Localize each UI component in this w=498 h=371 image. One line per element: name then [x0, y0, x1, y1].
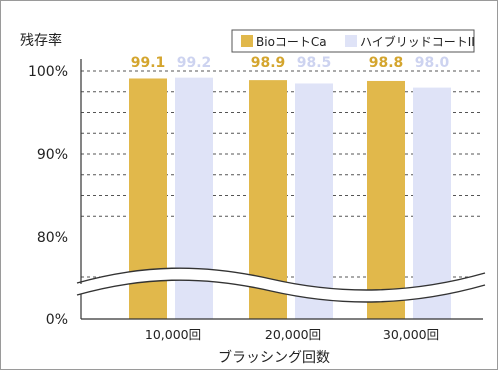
x-tick-labels: 10,000回 20,000回 30,000回 [145, 327, 439, 342]
bar-hybrid-coat-ii-3 [413, 87, 451, 319]
y-tick-label: 90% [37, 147, 68, 163]
y-tick-labels: 100% 90% 80% 0% [28, 64, 68, 328]
data-labels: 99.1 98.9 98.8 99.2 98.5 98.0 [131, 55, 450, 71]
y-tick-label: 80% [37, 230, 68, 246]
data-label: 98.5 [297, 55, 332, 71]
legend-label: BioコートCa [256, 35, 327, 49]
data-label: 99.1 [131, 55, 166, 71]
axis-break-band [77, 268, 485, 302]
bar-hybrid-coat-ii-2 [295, 83, 333, 319]
y-tick-label: 0% [46, 312, 68, 328]
axis-break-line-upper [76, 267, 486, 291]
legend-swatch [345, 35, 357, 47]
data-label: 98.8 [369, 55, 404, 71]
bar-bio-coat-ca-3 [367, 80, 405, 320]
y-tick-label: 100% [28, 64, 68, 80]
y-axis-label: 残存率 [20, 32, 62, 49]
axes [80, 59, 483, 320]
axis-break [76, 267, 486, 303]
legend: BioコートCa ハイブリッドコートII [231, 29, 475, 53]
x-tick-label: 20,000回 [265, 327, 321, 342]
legend-swatch [241, 35, 253, 47]
data-label: 99.2 [177, 55, 212, 71]
x-tick-label: 10,000回 [145, 327, 201, 342]
data-label: 98.9 [251, 55, 286, 71]
bar-hybrid-coat-ii-1 [175, 77, 213, 319]
data-label: 98.0 [415, 55, 450, 71]
axis-break-line-lower [76, 279, 486, 303]
x-tick-label: 30,000回 [383, 327, 439, 342]
legend-label: ハイブリッドコートII [360, 34, 475, 49]
x-axis-label: ブラッシング回数 [218, 349, 330, 366]
